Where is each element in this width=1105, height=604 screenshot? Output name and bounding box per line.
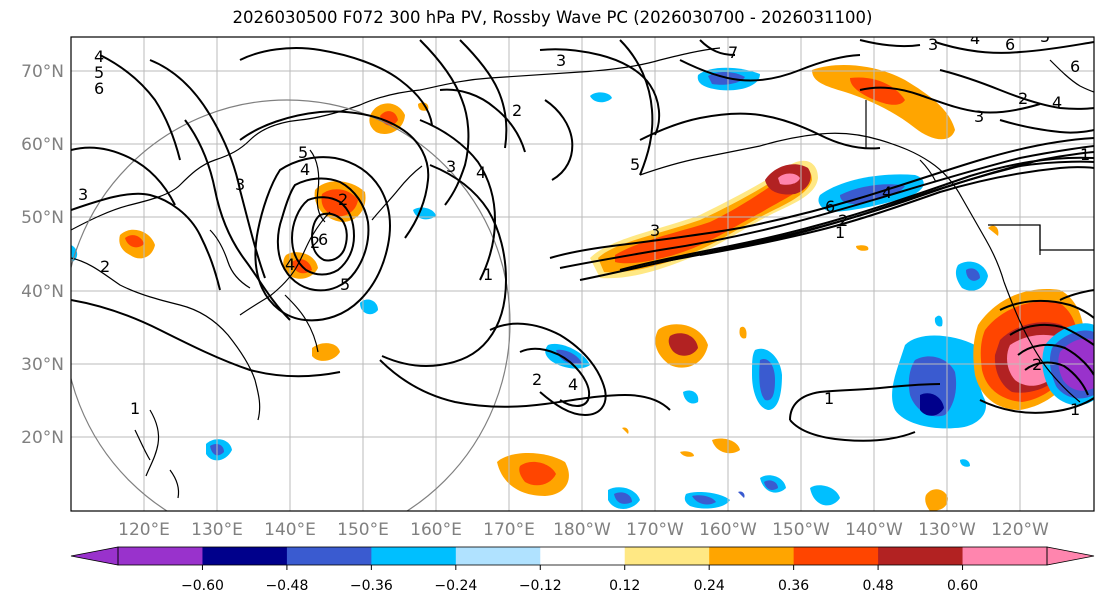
colorbar-segment xyxy=(793,547,879,565)
lat-label: 30°N xyxy=(21,355,64,375)
lat-label: 60°N xyxy=(21,135,64,155)
longitude-labels: 120°E 130°E 140°E 150°E 160°E 170°E 180°… xyxy=(118,520,1049,540)
colorbar-tick-label: 0.60 xyxy=(947,578,978,594)
colorbar-segment xyxy=(962,547,1048,565)
contour-label: 4 xyxy=(94,47,104,66)
contour-label: 1 xyxy=(835,223,845,242)
colorbar-segment xyxy=(624,547,710,565)
contour-label: 1 xyxy=(130,399,140,418)
lon-label: 130°W xyxy=(918,520,976,540)
contour-label: 7 xyxy=(728,43,738,62)
colorbar-tick-label: 0.12 xyxy=(609,578,640,594)
contour-label: 2 xyxy=(838,211,848,230)
colorbar-tick-label: −0.36 xyxy=(350,578,393,594)
contour-label: 6 xyxy=(1005,35,1015,54)
colorbar-segment xyxy=(118,547,203,565)
colorbar-tick-label: 0.36 xyxy=(778,578,809,594)
lat-label: 20°N xyxy=(21,428,64,448)
contour-label: 2 xyxy=(310,233,320,252)
contour-label: 4 xyxy=(285,255,295,274)
contour-label: 4 xyxy=(568,375,578,394)
lat-label: 40°N xyxy=(21,282,64,302)
contour-label: 3 xyxy=(974,107,984,126)
contour-label: 2 xyxy=(532,370,542,389)
colorbar-tick-label: −0.60 xyxy=(181,578,224,594)
region-circle xyxy=(71,99,511,511)
colorbar-over-extension xyxy=(1046,546,1095,566)
graticule xyxy=(71,37,1094,511)
contour-label: 4 xyxy=(1052,93,1062,112)
contour-label: 2 xyxy=(1032,355,1042,374)
contour-label: 5 xyxy=(1040,27,1050,46)
lon-label: 130°E xyxy=(191,520,243,540)
colorbar-segment xyxy=(286,547,372,565)
lat-label: 70°N xyxy=(21,62,64,82)
colorbar-tick-label: −0.24 xyxy=(434,578,477,594)
contour-label: 1 xyxy=(1080,145,1090,164)
map-frame xyxy=(70,36,1095,512)
contour-labels: 4 5 6 3 3 2 4 5 2 2 4 3 5 1 6 4 2 3 1 4 … xyxy=(78,27,1090,419)
colorbar-segment xyxy=(202,547,288,565)
lon-label: 160°W xyxy=(699,520,757,540)
lon-label: 140°E xyxy=(264,520,316,540)
lat-label: 50°N xyxy=(21,208,64,228)
contour-label: 6 xyxy=(318,230,328,249)
latitude-labels: 70°N 60°N 50°N 40°N 30°N 20°N xyxy=(21,62,64,448)
lon-label: 180°W xyxy=(553,520,611,540)
contour-label: 5 xyxy=(298,143,308,162)
colorbar-segment xyxy=(709,547,795,565)
contour-label: 4 xyxy=(882,183,892,202)
contour-label: 5 xyxy=(630,155,640,174)
colorbar-segment xyxy=(540,547,626,565)
contour-label: 3 xyxy=(446,157,456,176)
contour-label: 2 xyxy=(338,190,348,209)
pv-contours xyxy=(71,39,1094,442)
colorbar-tick-label: −0.48 xyxy=(265,578,308,594)
contour-label: 2 xyxy=(100,257,110,276)
contour-label: 1 xyxy=(483,265,493,284)
colorbar-under-extension xyxy=(70,546,119,566)
lon-label: 140°W xyxy=(845,520,903,540)
lon-label: 170°E xyxy=(483,520,535,540)
contour-label: 5 xyxy=(340,275,350,294)
contour-label: 1 xyxy=(824,389,834,408)
colorbar-tick-label: 0.48 xyxy=(863,578,894,594)
lon-label: 120°E xyxy=(118,520,170,540)
contour-label: 6 xyxy=(94,79,104,98)
contour-label: 3 xyxy=(235,175,245,194)
contour-label: 3 xyxy=(78,185,88,204)
contour-label: 2 xyxy=(512,101,522,120)
contour-label: 6 xyxy=(825,197,835,216)
colorbar: −0.60 −0.48 −0.36 −0.24 −0.12 0.12 0.24 0.36 0.4… xyxy=(70,546,1095,594)
lon-label: 150°W xyxy=(772,520,830,540)
contour-label: 5 xyxy=(94,63,104,82)
colorbar-segment xyxy=(371,547,457,565)
contour-label: 3 xyxy=(650,221,660,240)
contour-label: 3 xyxy=(556,51,566,70)
contour-label: 3 xyxy=(928,35,938,54)
colorbar-tick-label: 0.24 xyxy=(694,578,725,594)
lon-label: 120°W xyxy=(991,520,1049,540)
lon-label: 170°W xyxy=(626,520,684,540)
lon-label: 160°E xyxy=(410,520,462,540)
contour-label: 4 xyxy=(970,29,980,48)
colorbar-tick-label: −0.12 xyxy=(519,578,562,594)
colorbar-segment xyxy=(878,547,964,565)
colorbar-segment xyxy=(455,547,541,565)
colorbar-frame xyxy=(117,546,1048,566)
contour-label: 1 xyxy=(1070,400,1080,419)
contour-label: 4 xyxy=(300,160,310,179)
contour-label: 6 xyxy=(1070,57,1080,76)
lon-label: 150°E xyxy=(337,520,389,540)
contour-label: 2 xyxy=(1018,89,1028,108)
contour-label: 4 xyxy=(476,163,486,182)
map-title: 2026030500 F072 300 hPa PV, Rossby Wave … xyxy=(232,8,873,27)
